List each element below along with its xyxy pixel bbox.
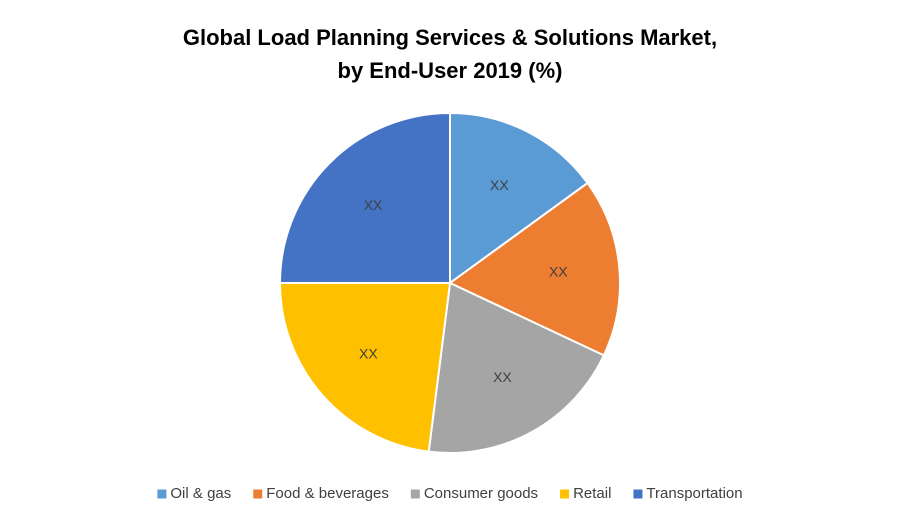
chart-title: by End-User 2019 (%) [338, 58, 563, 83]
data-label: XX [364, 197, 383, 213]
data-label: XX [549, 263, 568, 279]
pie-slice [278, 111, 451, 284]
data-label: XX [359, 346, 378, 362]
legend-label: Retail [573, 485, 611, 502]
legend-label: Transportation [646, 485, 742, 502]
pie-slice [449, 111, 589, 285]
legend-swatch [410, 489, 420, 499]
legend-swatch [560, 489, 570, 499]
pie-slice [427, 281, 606, 454]
legend: Oil & gas Food & beverages Consumer goods R… [157, 485, 743, 502]
data-label: XX [493, 369, 512, 385]
legend-swatch [253, 489, 263, 499]
pie-slice [448, 181, 621, 357]
legend-label: Food & beverages [266, 485, 389, 502]
chart-title: Global Load Planning Services & Solution… [183, 25, 717, 50]
pie-slice [278, 282, 452, 453]
legend-label: Oil & gas [170, 485, 231, 502]
legend-swatch [157, 489, 167, 499]
data-label: XX [490, 177, 509, 193]
legend-label: Consumer goods [424, 485, 538, 502]
legend-swatch [633, 489, 643, 499]
